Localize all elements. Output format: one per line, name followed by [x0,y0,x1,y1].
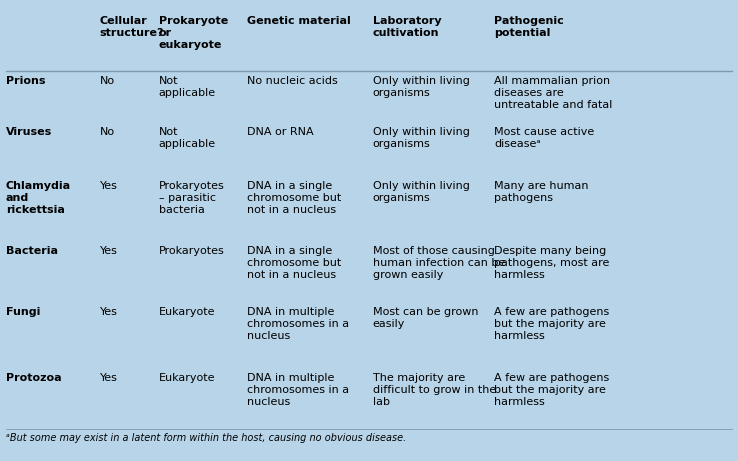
Text: A few are pathogens
but the majority are
harmless: A few are pathogens but the majority are… [494,373,610,408]
Text: Viruses: Viruses [6,127,52,137]
Text: DNA or RNA: DNA or RNA [247,127,314,137]
Text: The majority are
difficult to grow in the
lab: The majority are difficult to grow in th… [373,373,496,408]
Text: DNA in a single
chromosome but
not in a nucleus: DNA in a single chromosome but not in a … [247,246,342,280]
Text: Not
applicable: Not applicable [159,127,215,149]
Text: Most cause active
diseaseᵃ: Most cause active diseaseᵃ [494,127,595,149]
Text: DNA in multiple
chromosomes in a
nucleus: DNA in multiple chromosomes in a nucleus [247,373,349,408]
Text: Most can be grown
easily: Most can be grown easily [373,307,478,329]
Text: Eukaryote: Eukaryote [159,307,215,317]
Text: Yes: Yes [100,307,117,317]
Text: All mammalian prion
diseases are
untreatable and fatal: All mammalian prion diseases are untreat… [494,76,613,110]
Text: Laboratory
cultivation: Laboratory cultivation [373,16,441,38]
Text: Yes: Yes [100,246,117,256]
Text: Prokaryotes: Prokaryotes [159,246,224,256]
Text: Prokaryotes
– parasitic
bacteria: Prokaryotes – parasitic bacteria [159,181,224,215]
Text: Genetic material: Genetic material [247,16,351,26]
Text: Despite many being
pathogens, most are
harmless: Despite many being pathogens, most are h… [494,246,610,280]
Text: ᵃBut some may exist in a latent form within the host, causing no obvious disease: ᵃBut some may exist in a latent form wit… [6,433,406,443]
Text: A few are pathogens
but the majority are
harmless: A few are pathogens but the majority are… [494,307,610,341]
Text: Pathogenic
potential: Pathogenic potential [494,16,565,38]
Text: Only within living
organisms: Only within living organisms [373,127,469,149]
Text: No nucleic acids: No nucleic acids [247,76,338,86]
Text: Chlamydia
and
rickettsia: Chlamydia and rickettsia [6,181,71,215]
Text: DNA in a single
chromosome but
not in a nucleus: DNA in a single chromosome but not in a … [247,181,342,215]
Text: No: No [100,127,114,137]
Text: Only within living
organisms: Only within living organisms [373,76,469,98]
Text: Cellular
structure?: Cellular structure? [100,16,164,38]
Text: Most of those causing
human infection can be
grown easily: Most of those causing human infection ca… [373,246,505,280]
Text: Prions: Prions [6,76,46,86]
Text: Bacteria: Bacteria [6,246,58,256]
Text: Fungi: Fungi [6,307,41,317]
Text: Not
applicable: Not applicable [159,76,215,98]
Text: Prokaryote
or
eukaryote: Prokaryote or eukaryote [159,16,228,50]
Text: Eukaryote: Eukaryote [159,373,215,384]
Text: Yes: Yes [100,181,117,191]
Text: Only within living
organisms: Only within living organisms [373,181,469,203]
Text: DNA in multiple
chromosomes in a
nucleus: DNA in multiple chromosomes in a nucleus [247,307,349,341]
Text: Protozoa: Protozoa [6,373,61,384]
Text: Many are human
pathogens: Many are human pathogens [494,181,589,203]
Text: No: No [100,76,114,86]
Text: Yes: Yes [100,373,117,384]
